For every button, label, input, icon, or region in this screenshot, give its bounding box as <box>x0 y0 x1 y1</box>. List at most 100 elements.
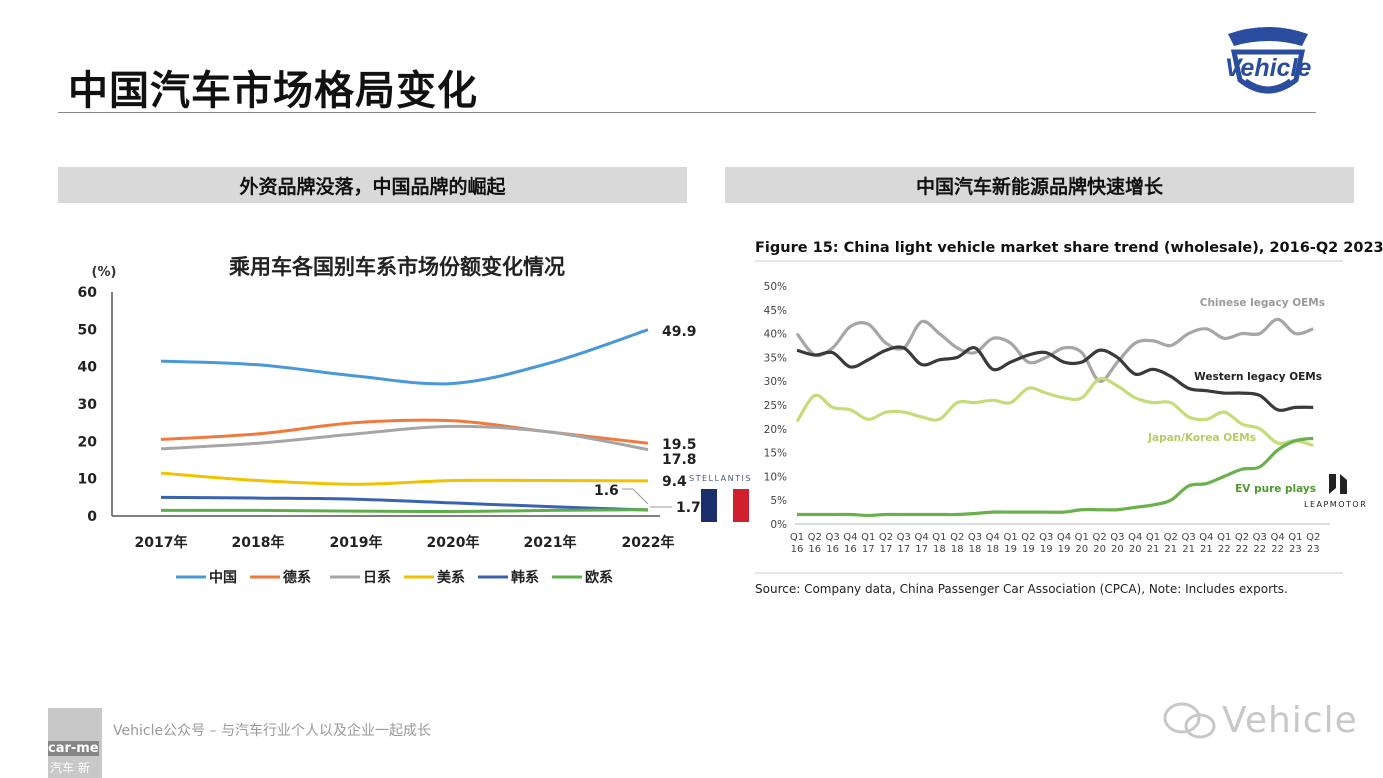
left-series-end-label: 49.9 <box>662 324 697 340</box>
right-series-label: Japan/Korea OEMs <box>1147 432 1256 444</box>
right-x-tick-quarter: Q3 <box>1039 532 1053 543</box>
right-x-tick-quarter: Q1 <box>790 532 804 543</box>
right-x-tick-quarter: Q4 <box>1270 532 1284 543</box>
right-x-tick-year: 19 <box>1040 544 1053 555</box>
right-series-line <box>797 436 1314 518</box>
left-legend-label: 欧系 <box>585 569 613 586</box>
right-x-tick-year: 22 <box>1253 544 1266 555</box>
right-x-tick-quarter: Q1 <box>932 532 946 543</box>
right-x-tick-quarter: Q2 <box>1235 532 1249 543</box>
right-series-label: EV pure plays <box>1235 483 1316 495</box>
left-panel-header: 外资品牌没落，中国品牌的崛起 <box>58 167 687 203</box>
right-x-tick-quarter: Q2 <box>1164 532 1178 543</box>
right-x-tick-year: 16 <box>808 544 821 555</box>
right-x-tick-year: 23 <box>1307 544 1320 555</box>
left-legend-label: 日系 <box>363 569 391 586</box>
left-series-end-label: 1.6 <box>594 483 619 499</box>
right-x-tick-year: 22 <box>1218 544 1231 555</box>
right-x-tick-year: 22 <box>1236 544 1249 555</box>
right-y-tick-label: 25% <box>764 400 787 412</box>
left-x-tick-label: 2020年 <box>427 534 480 551</box>
right-x-tick-year: 16 <box>826 544 839 555</box>
left-y-tick-label: 30 <box>78 397 98 413</box>
left-legend-label: 中国 <box>209 569 237 586</box>
right-chart-source: Source: Company data, China Passenger Ca… <box>755 582 1288 596</box>
right-x-tick-quarter: Q3 <box>1110 532 1124 543</box>
right-x-tick-quarter: Q4 <box>1128 532 1142 543</box>
left-x-tick-label: 2017年 <box>135 534 188 551</box>
right-y-tick-label: 5% <box>770 495 787 507</box>
left-y-tick-label: 10 <box>78 472 98 488</box>
right-x-tick-year: 20 <box>1111 544 1124 555</box>
left-x-tick-label: 2019年 <box>330 534 383 551</box>
right-x-tick-quarter: Q2 <box>879 532 893 543</box>
right-x-tick-quarter: Q3 <box>825 532 839 543</box>
footer-avatar-subtext: 汽车 新 <box>50 761 90 775</box>
footer-avatar-text: car-me <box>48 741 99 756</box>
right-x-tick-quarter: Q3 <box>968 532 982 543</box>
right-x-tick-year: 18 <box>951 544 964 555</box>
right-x-tick-quarter: Q2 <box>808 532 822 543</box>
stellantis-logo: STELLANTIS <box>689 474 752 483</box>
right-x-tick-quarter: Q2 <box>950 532 964 543</box>
right-y-tick-label: 35% <box>764 352 787 364</box>
left-series-end-label: 19.5 <box>662 437 697 453</box>
left-x-tick-label: 2022年 <box>622 534 675 551</box>
left-series-line-欧系 <box>160 508 649 514</box>
right-y-tick-label: 20% <box>764 424 787 436</box>
left-chart: 乘用车各国别车系市场份额变化情况 (%) 0 10 20 30 40 50 60 2017年… <box>78 255 701 586</box>
left-x-tick-label: 2021年 <box>524 534 577 551</box>
left-legend-label: 美系 <box>437 569 465 586</box>
right-series-line <box>796 345 1314 412</box>
right-x-tick-quarter: Q1 <box>1288 532 1302 543</box>
right-x-tick-year: 21 <box>1164 544 1177 555</box>
right-y-tick-label: 50% <box>764 281 787 293</box>
footer-text: Vehicle公众号 – 与汽车行业个人以及企业一起成长 <box>113 723 431 739</box>
right-y-tick-label: 10% <box>764 471 787 483</box>
right-series-line <box>795 317 1314 383</box>
left-x-tick-label: 2018年 <box>232 534 285 551</box>
right-x-tick-quarter: Q4 <box>986 532 1000 543</box>
right-series-label: Chinese legacy OEMs <box>1200 297 1325 309</box>
right-x-tick-quarter: Q1 <box>1075 532 1089 543</box>
left-y-tick-label: 60 <box>78 285 98 301</box>
right-x-tick-quarter: Q3 <box>1181 532 1195 543</box>
right-x-tick-year: 17 <box>862 544 875 555</box>
right-y-tick-label: 15% <box>764 448 787 460</box>
right-x-tick-quarter: Q2 <box>1021 532 1035 543</box>
left-series-end-label: 17.8 <box>662 452 697 468</box>
vehicle-logo-text: Vehicle <box>1225 54 1312 82</box>
right-series-line <box>795 376 1314 448</box>
page-title: 中国汽车市场格局变化 <box>68 68 478 114</box>
right-x-tick-year: 18 <box>986 544 999 555</box>
right-x-tick-quarter: Q1 <box>1146 532 1160 543</box>
right-x-tick-year: 19 <box>1022 544 1035 555</box>
right-x-tick-year: 22 <box>1271 544 1284 555</box>
france-flag-icon <box>701 489 749 522</box>
left-series-end-label: 1.7 <box>676 500 701 516</box>
title-divider <box>58 112 1316 113</box>
vehicle-logo: Vehicle <box>1225 27 1312 94</box>
right-x-tick-quarter: Q4 <box>1199 532 1213 543</box>
right-x-tick-quarter: Q4 <box>914 532 928 543</box>
right-x-tick-quarter: Q2 <box>1092 532 1106 543</box>
footer-avatar: car-me 汽车 新 <box>48 708 102 778</box>
watermark-text: Vehicle <box>1222 700 1358 741</box>
right-x-tick-year: 23 <box>1289 544 1302 555</box>
left-chart-y-unit: (%) <box>92 265 117 280</box>
right-x-tick-year: 20 <box>1129 544 1142 555</box>
right-x-tick-year: 20 <box>1075 544 1088 555</box>
right-x-tick-year: 17 <box>880 544 893 555</box>
left-series-line-中国 <box>160 328 649 386</box>
right-x-tick-quarter: Q4 <box>1057 532 1071 543</box>
left-series-line-日系 <box>160 424 649 452</box>
right-y-tick-label: 0% <box>770 519 787 531</box>
left-series-end-label: 9.4 <box>662 474 687 490</box>
right-x-tick-quarter: Q4 <box>843 532 857 543</box>
right-y-tick-label: 40% <box>764 329 787 341</box>
right-y-tick-label: 30% <box>764 376 787 388</box>
right-x-tick-year: 21 <box>1200 544 1213 555</box>
right-x-tick-year: 17 <box>915 544 928 555</box>
right-x-tick-quarter: Q1 <box>861 532 875 543</box>
